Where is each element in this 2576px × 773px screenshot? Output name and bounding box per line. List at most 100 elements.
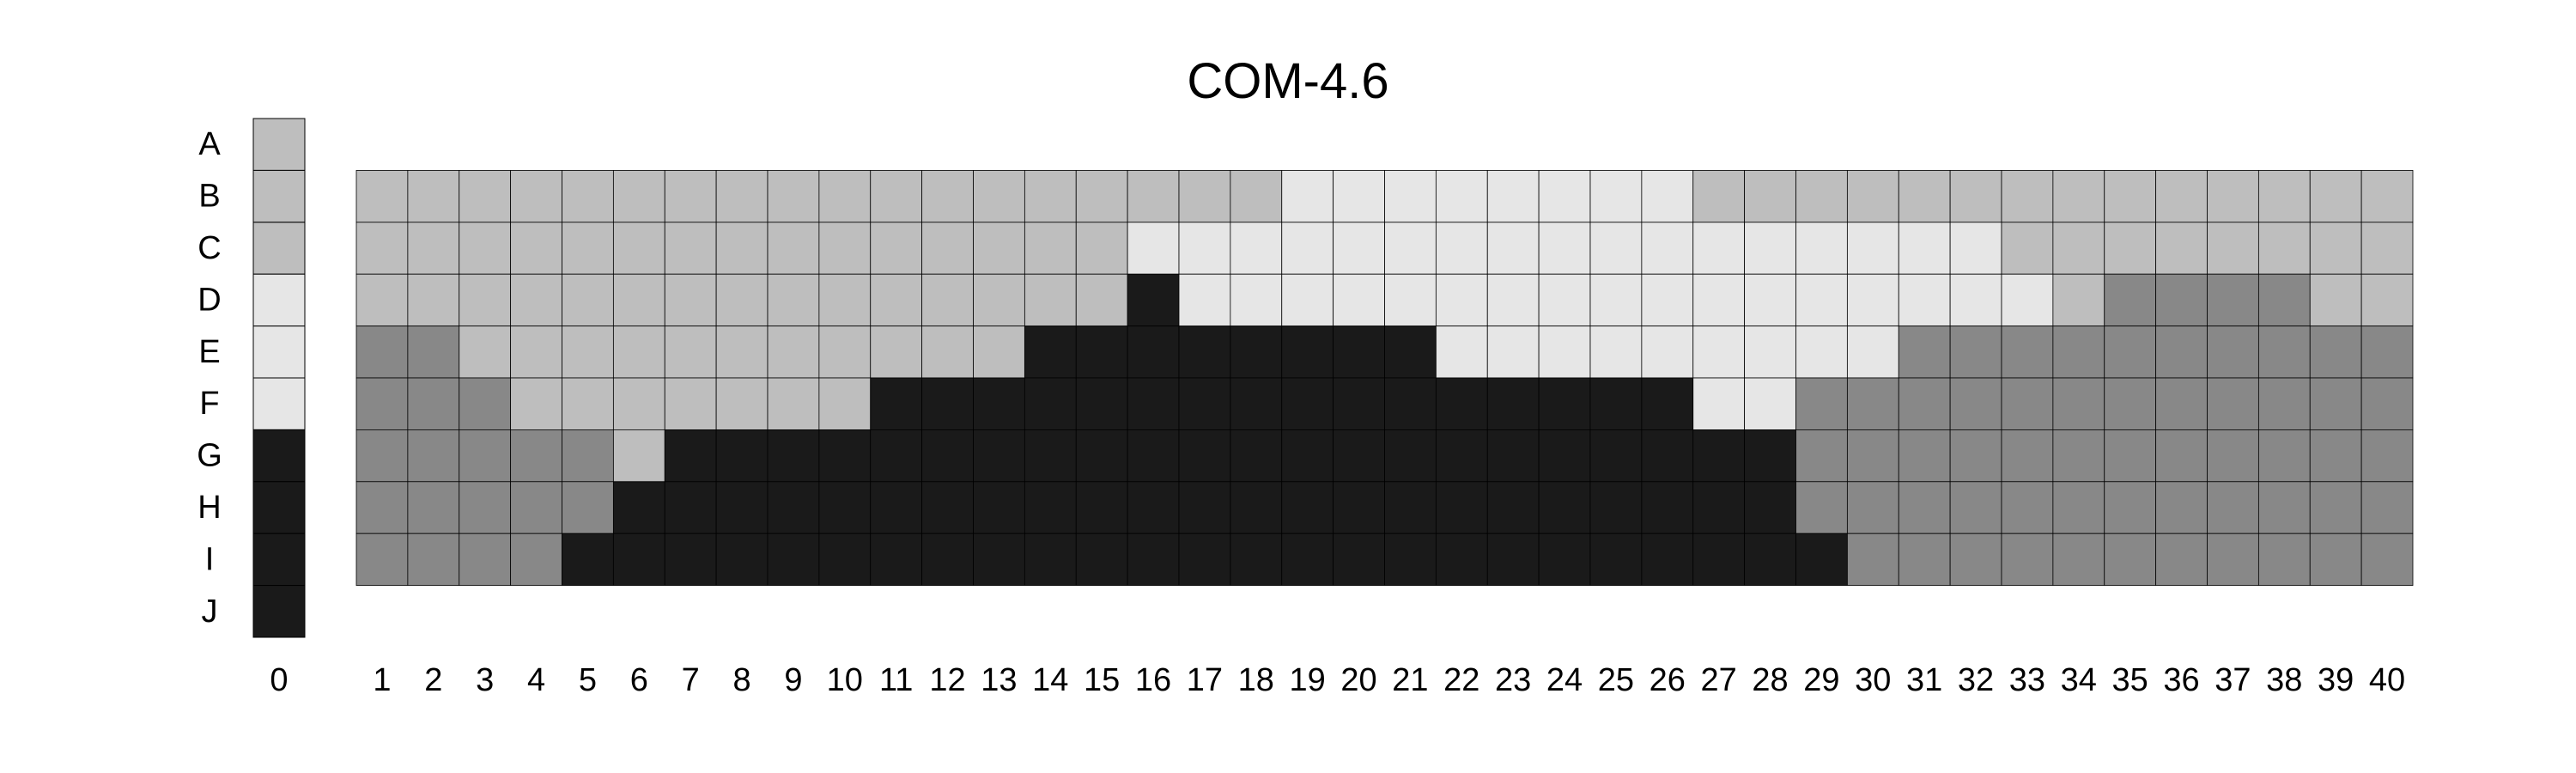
heatmap-cell-d-2 xyxy=(407,273,460,327)
heatmap-cell-e-25 xyxy=(1589,326,1643,379)
heatmap-cell-h-35 xyxy=(2104,481,2157,534)
heatmap-cell-b-36 xyxy=(2155,169,2208,223)
heatmap-cell-d-13 xyxy=(973,273,1025,327)
heatmap-cell-f-1 xyxy=(355,377,409,430)
heatmap-cell-e-35 xyxy=(2104,326,2157,379)
heatmap-cell-d-15 xyxy=(1075,273,1128,327)
heatmap-cell-c-27 xyxy=(1692,222,1746,275)
heatmap-cell-b-3 xyxy=(459,169,512,223)
heatmap-cell-e-8 xyxy=(715,326,769,379)
heatmap-cell-g-11 xyxy=(870,429,923,483)
heatmap-cell-e-19 xyxy=(1281,326,1334,379)
heatmap-cell-d-24 xyxy=(1538,273,1591,327)
heatmap-cell-d-20 xyxy=(1333,273,1385,327)
heatmap-cell-d-39 xyxy=(2309,273,2362,327)
heatmap-cell-d-28 xyxy=(1744,273,1796,327)
heatmap-cell-e-37 xyxy=(2207,326,2259,379)
heatmap-cell-g-22 xyxy=(1435,429,1488,483)
heatmap-cell-h-24 xyxy=(1538,481,1591,534)
heatmap-cell-d-10 xyxy=(818,273,872,327)
heatmap-cell-b-13 xyxy=(973,169,1025,223)
heatmap-cell-b-25 xyxy=(1589,169,1643,223)
heatmap-cell-g-39 xyxy=(2309,429,2362,483)
column-label-18: 18 xyxy=(1238,662,1274,698)
row-label-i: I xyxy=(205,541,215,577)
reference-cell-g xyxy=(252,429,306,483)
heatmap-cell-i-8 xyxy=(715,533,769,587)
heatmap-cell-c-12 xyxy=(921,222,974,275)
heatmap-cell-b-9 xyxy=(767,169,820,223)
heatmap-cell-f-26 xyxy=(1641,377,1694,430)
heatmap-cell-f-27 xyxy=(1692,377,1746,430)
heatmap-cell-f-8 xyxy=(715,377,769,430)
heatmap-cell-f-29 xyxy=(1795,377,1848,430)
heatmap-cell-h-13 xyxy=(973,481,1025,534)
heatmap-cell-f-25 xyxy=(1589,377,1643,430)
heatmap-cell-i-33 xyxy=(2001,533,2054,587)
heatmap-cell-b-12 xyxy=(921,169,974,223)
heatmap-cell-b-18 xyxy=(1230,169,1283,223)
heatmap-cell-f-10 xyxy=(818,377,872,430)
heatmap-cell-h-4 xyxy=(510,481,562,534)
heatmap-cell-c-20 xyxy=(1333,222,1385,275)
heatmap-cell-d-1 xyxy=(355,273,409,327)
heatmap-cell-c-30 xyxy=(1846,222,1899,275)
column-label-13: 13 xyxy=(981,662,1017,698)
column-label-10: 10 xyxy=(827,662,863,698)
heatmap-cell-d-38 xyxy=(2257,273,2311,327)
column-label-21: 21 xyxy=(1392,662,1428,698)
column-label-6: 6 xyxy=(630,662,648,698)
heatmap-cell-d-17 xyxy=(1178,273,1231,327)
row-label-d: D xyxy=(197,282,221,318)
heatmap-cell-b-23 xyxy=(1486,169,1540,223)
heatmap-cell-h-32 xyxy=(1949,481,2002,534)
reference-cell-i xyxy=(252,533,306,587)
heatmap-cell-e-17 xyxy=(1178,326,1231,379)
heatmap-cell-h-14 xyxy=(1024,481,1077,534)
heatmap-cell-g-27 xyxy=(1692,429,1746,483)
heatmap-cell-h-1 xyxy=(355,481,409,534)
heatmap-cell-i-40 xyxy=(2360,533,2414,587)
heatmap-cell-e-4 xyxy=(510,326,562,379)
heatmap-cell-c-21 xyxy=(1384,222,1437,275)
heatmap-cell-g-6 xyxy=(612,429,665,483)
heatmap-cell-c-10 xyxy=(818,222,872,275)
heatmap-cell-h-10 xyxy=(818,481,872,534)
heatmap-cell-h-12 xyxy=(921,481,974,534)
heatmap-cell-f-31 xyxy=(1898,377,1951,430)
row-label-f: F xyxy=(199,386,219,422)
heatmap-cell-f-35 xyxy=(2104,377,2157,430)
heatmap-cell-f-9 xyxy=(767,377,820,430)
heatmap-cell-d-14 xyxy=(1024,273,1077,327)
column-label-37: 37 xyxy=(2215,662,2251,698)
heatmap-cell-h-20 xyxy=(1333,481,1385,534)
column-label-5: 5 xyxy=(579,662,597,698)
heatmap-cell-f-13 xyxy=(973,377,1025,430)
column-label-14: 14 xyxy=(1032,662,1068,698)
column-label-1: 1 xyxy=(373,662,391,698)
column-label-34: 34 xyxy=(2061,662,2097,698)
heatmap-cell-e-36 xyxy=(2155,326,2208,379)
heatmap-cell-b-8 xyxy=(715,169,769,223)
heatmap-cell-e-22 xyxy=(1435,326,1488,379)
heatmap-cell-i-3 xyxy=(459,533,512,587)
heatmap-cell-c-19 xyxy=(1281,222,1334,275)
heatmap-cell-b-4 xyxy=(510,169,562,223)
heatmap-cell-c-2 xyxy=(407,222,460,275)
heatmap-cell-d-34 xyxy=(2052,273,2105,327)
heatmap-cell-f-33 xyxy=(2001,377,2054,430)
heatmap-cell-e-1 xyxy=(355,326,409,379)
column-label-12: 12 xyxy=(929,662,965,698)
heatmap-cell-d-25 xyxy=(1589,273,1643,327)
heatmap-cell-g-8 xyxy=(715,429,769,483)
heatmap-cell-g-9 xyxy=(767,429,820,483)
heatmap-cell-f-40 xyxy=(2360,377,2414,430)
heatmap-cell-d-33 xyxy=(2001,273,2054,327)
heatmap-cell-i-7 xyxy=(664,533,717,587)
heatmap-cell-i-9 xyxy=(767,533,820,587)
reference-cell-b xyxy=(252,169,306,223)
heatmap-cell-e-9 xyxy=(767,326,820,379)
heatmap-cell-e-2 xyxy=(407,326,460,379)
heatmap-cell-b-7 xyxy=(664,169,717,223)
heatmap-cell-h-16 xyxy=(1127,481,1180,534)
